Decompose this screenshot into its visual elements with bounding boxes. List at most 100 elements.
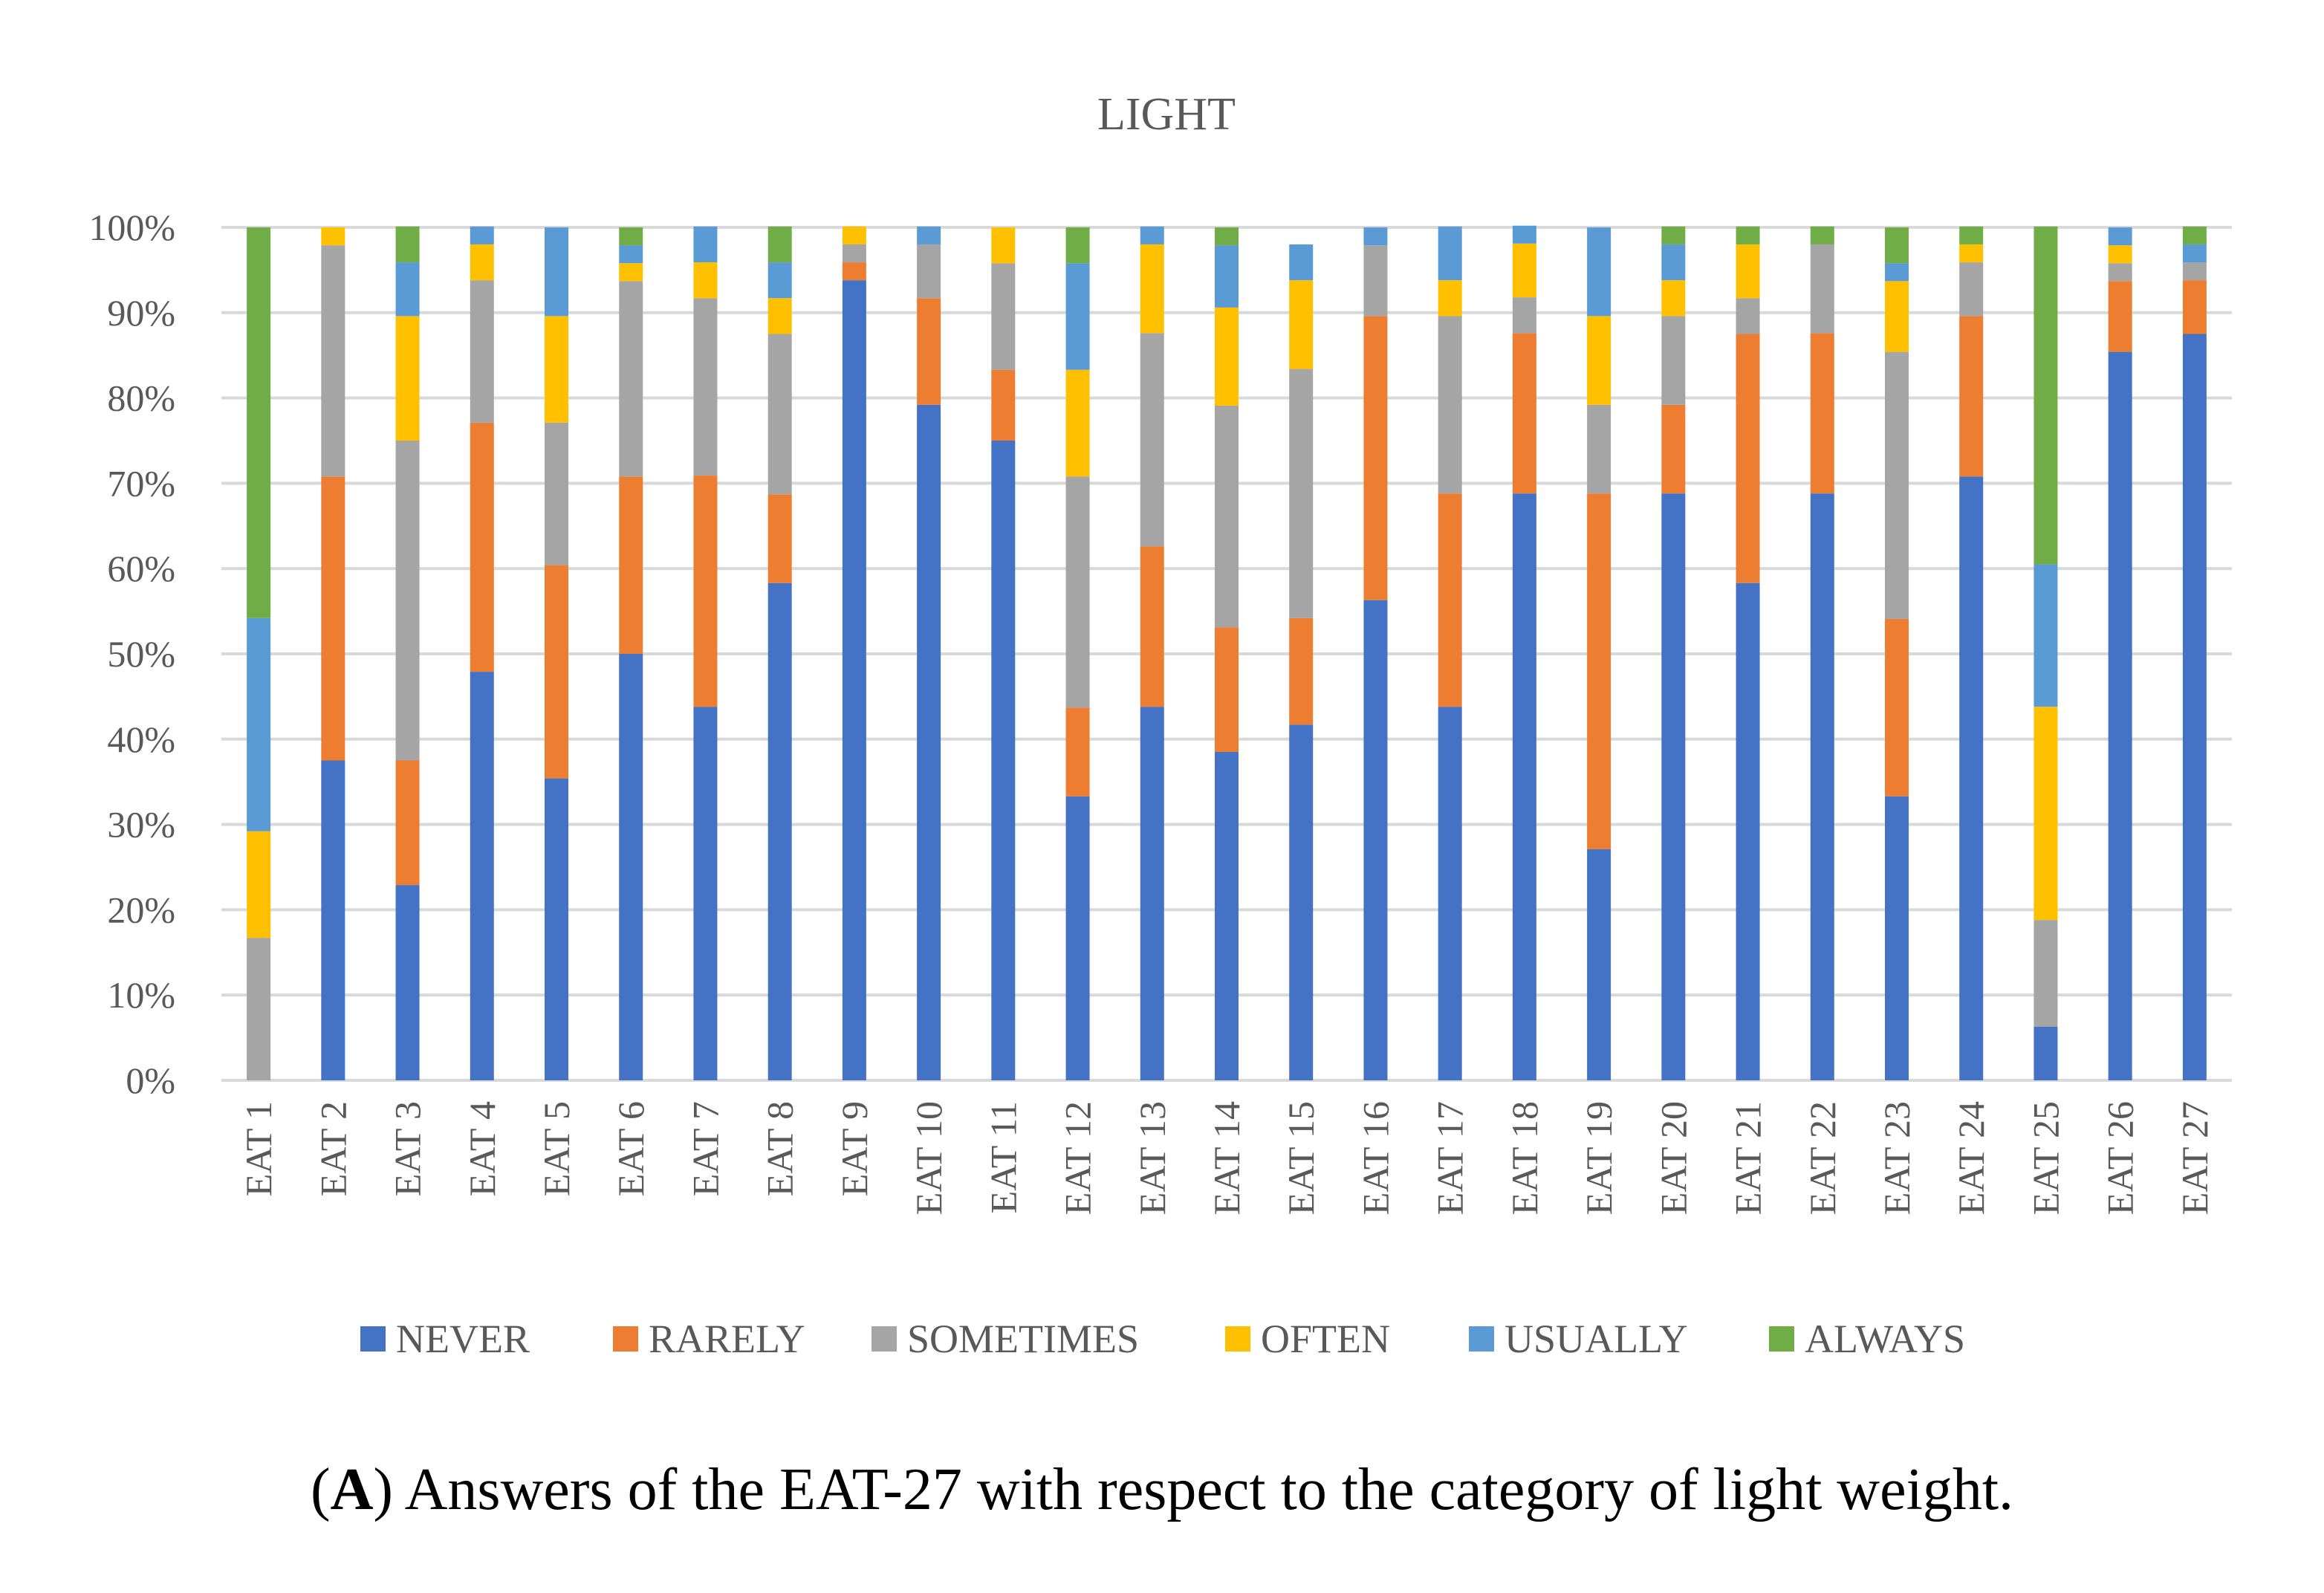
bar-segment-sometimes xyxy=(1438,316,1462,494)
bar-segment-rarely xyxy=(619,476,643,654)
bar-segment-usually xyxy=(917,226,941,244)
bar-segment-often xyxy=(1959,244,1984,263)
bar-segment-often xyxy=(321,227,345,246)
y-tick-label: 50% xyxy=(107,633,175,675)
bar-segment-usually xyxy=(1661,244,1686,281)
bar-segment-never xyxy=(1438,707,1462,1080)
x-tick-label: EAT 16 xyxy=(1354,1101,1396,1215)
bar-segment-always xyxy=(395,226,420,263)
bar-segment-usually xyxy=(2108,227,2132,246)
bar-segment-never xyxy=(1065,796,1090,1080)
x-tick-label: EAT 3 xyxy=(387,1101,429,1196)
bar-segment-often xyxy=(1438,280,1462,317)
x-tick-label: EAT 7 xyxy=(684,1101,726,1196)
bar-segment-usually xyxy=(1512,225,1536,244)
bar-segment-rarely xyxy=(1065,707,1090,796)
x-tick-label: EAT 23 xyxy=(1876,1101,1918,1215)
bar-segment-always xyxy=(1215,227,1239,246)
caption-text: Answers of the EAT-27 with respect to th… xyxy=(404,1457,2014,1522)
bar-segment-usually xyxy=(619,245,643,264)
x-tick-label: EAT 19 xyxy=(1578,1101,1620,1215)
bar-segment-often xyxy=(1140,244,1164,334)
bar-segment-never xyxy=(1810,493,1834,1080)
bar-segment-always xyxy=(1736,226,1760,244)
x-tick-label: EAT 27 xyxy=(2174,1101,2216,1215)
bar-segment-sometimes xyxy=(470,280,494,423)
bar-segment-sometimes xyxy=(917,244,941,299)
bar-segment-sometimes xyxy=(1885,351,1909,619)
bar-segment-rarely xyxy=(545,565,568,779)
bar-segment-sometimes xyxy=(321,245,345,477)
bar-segment-never xyxy=(1736,583,1760,1080)
bar-segment-sometimes xyxy=(842,244,866,263)
bar-segment-never xyxy=(2108,351,2132,1080)
bar-segment-often xyxy=(1289,280,1314,369)
bar-segment-rarely xyxy=(2108,281,2132,352)
bar-segment-often xyxy=(1736,244,1760,299)
bar-segment-rarely xyxy=(767,494,792,583)
bar-segment-often xyxy=(991,227,1016,264)
bar-segment-usually xyxy=(1215,245,1239,308)
bar-segment-never xyxy=(1140,707,1164,1080)
x-tick-label: EAT 11 xyxy=(982,1101,1024,1213)
bar-segment-rarely xyxy=(1661,404,1686,494)
bar-segment-usually xyxy=(247,617,271,831)
bar-segment-rarely xyxy=(1512,333,1536,494)
bar-segment-usually xyxy=(395,262,420,317)
bar-segment-never xyxy=(1512,493,1536,1080)
x-tick-label: EAT 18 xyxy=(1504,1101,1545,1215)
bars xyxy=(247,225,2207,1080)
bar-segment-usually xyxy=(545,227,568,317)
bar-segment-usually xyxy=(470,226,494,244)
bar-segment-never xyxy=(2182,334,2207,1080)
bar-segment-often xyxy=(2108,245,2132,264)
bar-segment-rarely xyxy=(321,476,345,761)
bar-segment-always xyxy=(1065,227,1090,264)
bar-segment-usually xyxy=(1885,263,1909,282)
bar-segment-often xyxy=(545,316,568,423)
bar-segment-usually xyxy=(1587,227,1611,317)
legend-label-rarely: RARELY xyxy=(649,1317,805,1361)
bar-segment-usually xyxy=(767,262,792,299)
bar-segment-never xyxy=(1215,752,1239,1080)
bar-segment-often xyxy=(842,226,866,244)
x-tick-label: EAT 22 xyxy=(1802,1101,1843,1215)
bar-segment-never xyxy=(767,583,792,1080)
bar-segment-often xyxy=(470,244,494,281)
bar-segment-always xyxy=(1959,226,1984,244)
bar-segment-usually xyxy=(693,226,718,263)
bar-segment-rarely xyxy=(1810,333,1834,494)
bar-segment-usually xyxy=(2182,244,2207,263)
y-tick-label: 40% xyxy=(107,718,175,760)
bar-segment-often xyxy=(767,298,792,334)
x-tick-label: EAT 4 xyxy=(461,1101,503,1196)
bar-segment-rarely xyxy=(1587,493,1611,849)
legend-swatch-often xyxy=(1225,1326,1250,1352)
legend-label-usually: USUALLY xyxy=(1505,1317,1688,1361)
bar-segment-never xyxy=(1661,493,1686,1080)
bar-segment-sometimes xyxy=(1736,298,1760,334)
y-tick-label: 70% xyxy=(107,462,175,504)
bar-segment-always xyxy=(767,226,792,263)
bar-segment-rarely xyxy=(1438,493,1462,707)
y-tick-label: 100% xyxy=(88,207,175,248)
x-tick-label: EAT 8 xyxy=(759,1101,801,1196)
bar-segment-rarely xyxy=(470,422,494,672)
bar-segment-never xyxy=(395,885,420,1080)
bar-segment-rarely xyxy=(842,262,866,281)
figure-caption: (A) Answers of the EAT-27 with respect t… xyxy=(310,1457,2014,1522)
legend-label-often: OFTEN xyxy=(1261,1317,1390,1361)
bar-segment-never xyxy=(2034,1026,2058,1080)
bar-segment-rarely xyxy=(1363,316,1388,600)
y-axis-ticks: 0% 10% 20% 30% 40% 50% 60% 70% 80% 90% 100% xyxy=(88,207,175,1101)
bar-segment-sometimes xyxy=(1363,245,1388,317)
bar-segment-usually xyxy=(1140,226,1164,244)
bar-segment-usually xyxy=(1065,263,1090,370)
bar-segment-often xyxy=(395,316,420,441)
x-tick-label: EAT 13 xyxy=(1132,1101,1173,1215)
bar-segment-sometimes xyxy=(2182,262,2207,281)
bar-segment-never xyxy=(1363,600,1388,1080)
bar-segment-rarely xyxy=(693,476,718,707)
bar-segment-sometimes xyxy=(545,422,568,565)
